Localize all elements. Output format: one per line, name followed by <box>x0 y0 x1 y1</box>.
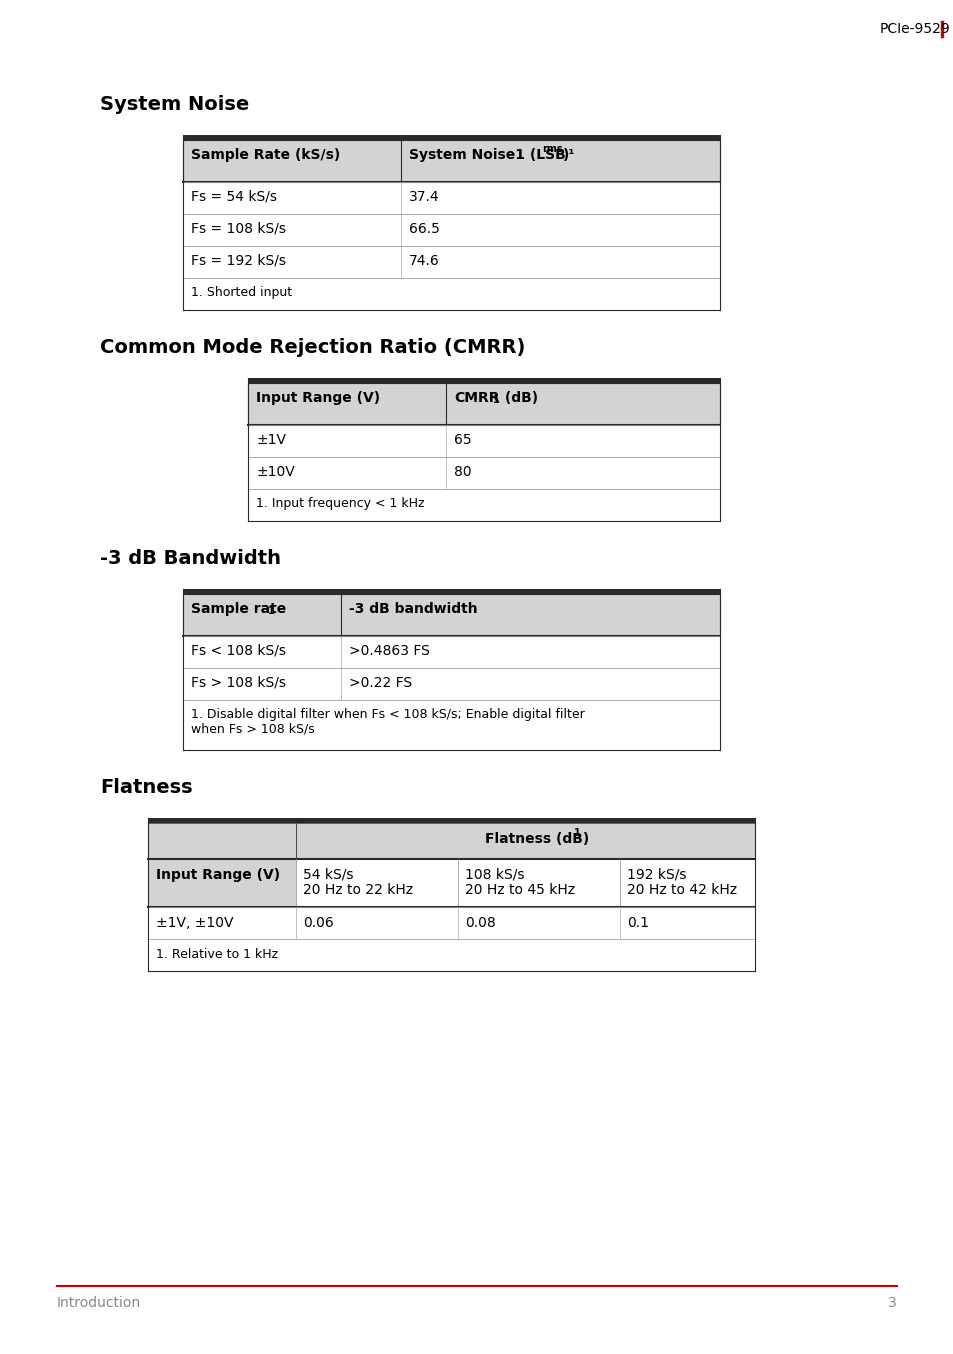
Text: -3 dB bandwidth: -3 dB bandwidth <box>349 603 477 616</box>
Text: Sample Rate (kS/s): Sample Rate (kS/s) <box>191 148 340 162</box>
Bar <box>248 425 720 458</box>
Text: 65: 65 <box>454 433 471 447</box>
Text: System Noise1 (LSB: System Noise1 (LSB <box>409 148 565 162</box>
Text: PCIe-9529: PCIe-9529 <box>879 22 950 37</box>
Bar <box>148 858 295 907</box>
Text: 20 Hz to 22 kHz: 20 Hz to 22 kHz <box>303 883 413 896</box>
Bar <box>183 278 720 310</box>
Text: 37.4: 37.4 <box>409 190 439 204</box>
Bar <box>248 378 720 383</box>
Text: Common Mode Rejection Ratio (CMRR): Common Mode Rejection Ratio (CMRR) <box>100 338 525 357</box>
Text: 1. Relative to 1 kHz: 1. Relative to 1 kHz <box>156 948 278 961</box>
Text: 192 kS/s: 192 kS/s <box>626 867 686 881</box>
Text: 66.5: 66.5 <box>409 222 439 236</box>
Bar <box>148 823 295 858</box>
Text: 20 Hz to 45 kHz: 20 Hz to 45 kHz <box>464 883 575 896</box>
Text: 1: 1 <box>268 607 274 616</box>
Text: 1. Disable digital filter when Fs < 108 kS/s; Enable digital filter: 1. Disable digital filter when Fs < 108 … <box>191 708 584 720</box>
Text: when Fs > 108 kS/s: when Fs > 108 kS/s <box>191 722 314 735</box>
Text: 80: 80 <box>454 464 471 479</box>
Text: Input Range (V): Input Range (V) <box>156 868 280 881</box>
Bar <box>619 858 754 907</box>
Bar <box>148 818 754 823</box>
Text: Flatness (dB): Flatness (dB) <box>485 831 589 846</box>
Text: -3 dB Bandwidth: -3 dB Bandwidth <box>100 548 281 567</box>
Text: ±10V: ±10V <box>255 464 294 479</box>
Text: >0.22 FS: >0.22 FS <box>349 676 412 691</box>
Bar <box>248 489 720 521</box>
Bar <box>183 700 720 750</box>
Bar <box>295 858 457 907</box>
Text: 108 kS/s: 108 kS/s <box>464 867 524 881</box>
Text: 1: 1 <box>493 395 499 405</box>
Bar <box>183 139 720 181</box>
Text: CMRR: CMRR <box>454 391 499 405</box>
Bar <box>248 383 720 425</box>
Text: rms: rms <box>541 144 562 154</box>
Text: >0.4863 FS: >0.4863 FS <box>349 645 430 658</box>
Text: (dB): (dB) <box>499 391 537 405</box>
Text: Sample rate: Sample rate <box>191 603 286 616</box>
Text: Introduction: Introduction <box>57 1296 141 1311</box>
Text: 0.1: 0.1 <box>626 917 648 930</box>
Text: Flatness: Flatness <box>100 779 193 798</box>
Bar <box>183 246 720 278</box>
Bar <box>183 181 720 214</box>
Bar <box>183 589 720 594</box>
Text: 1. Shorted input: 1. Shorted input <box>191 286 292 299</box>
Text: Fs = 192 kS/s: Fs = 192 kS/s <box>191 255 286 268</box>
Text: Fs > 108 kS/s: Fs > 108 kS/s <box>191 676 286 691</box>
Text: 74.6: 74.6 <box>409 255 439 268</box>
Text: 0.08: 0.08 <box>464 917 496 930</box>
Bar <box>295 823 754 858</box>
Text: 0.06: 0.06 <box>303 917 334 930</box>
Text: ±1V: ±1V <box>255 433 286 447</box>
Bar <box>148 907 754 940</box>
Bar <box>183 668 720 700</box>
Bar <box>457 858 619 907</box>
Text: 20 Hz to 42 kHz: 20 Hz to 42 kHz <box>626 883 737 896</box>
Text: 3: 3 <box>887 1296 896 1311</box>
Text: 1. Input frequency < 1 kHz: 1. Input frequency < 1 kHz <box>255 497 424 510</box>
Text: Fs < 108 kS/s: Fs < 108 kS/s <box>191 645 286 658</box>
Bar <box>148 940 754 971</box>
Text: ±1V, ±10V: ±1V, ±10V <box>156 917 233 930</box>
Bar <box>183 636 720 668</box>
Text: Fs = 108 kS/s: Fs = 108 kS/s <box>191 222 286 236</box>
Bar <box>183 135 720 139</box>
Text: Input Range (V): Input Range (V) <box>255 391 379 405</box>
Bar <box>183 214 720 246</box>
Text: Fs = 54 kS/s: Fs = 54 kS/s <box>191 190 276 204</box>
Text: System Noise: System Noise <box>100 95 249 114</box>
Text: 54 kS/s: 54 kS/s <box>303 867 354 881</box>
Text: 1: 1 <box>573 829 579 838</box>
Bar <box>248 458 720 489</box>
Text: )¹: )¹ <box>562 148 575 162</box>
Bar <box>183 594 720 636</box>
